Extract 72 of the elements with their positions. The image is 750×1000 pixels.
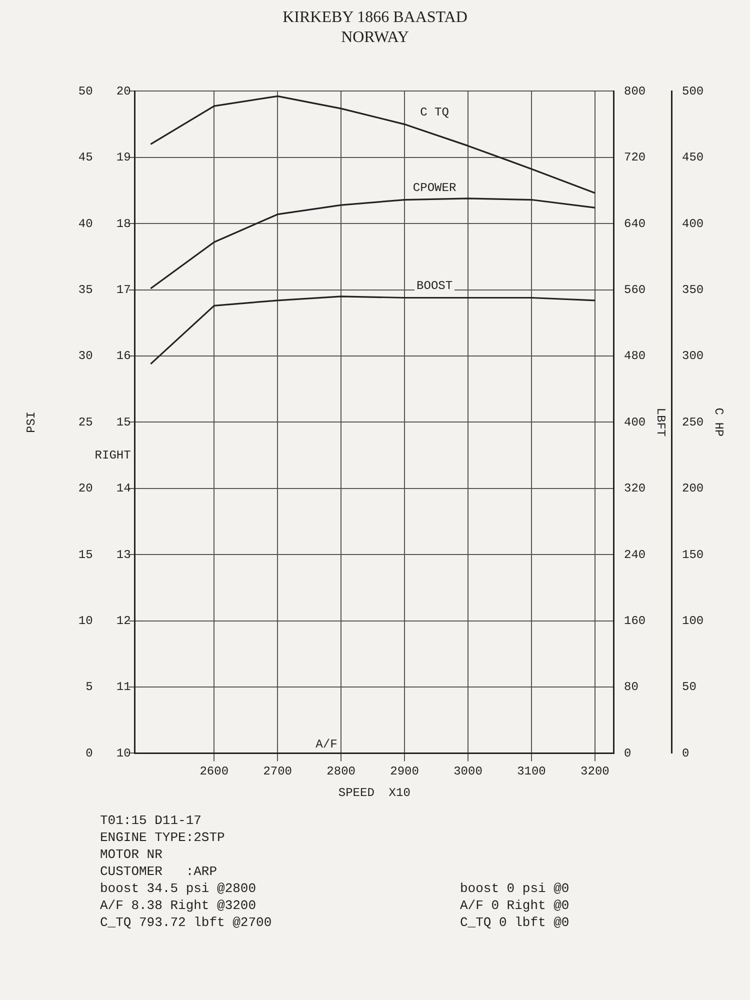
y2-tick-label: 160 [624,614,646,628]
y3-tick-label: 150 [682,548,704,562]
text: RIGHT [94,448,131,462]
text: boost 34.5 psi @2800 [100,881,256,896]
series-label: BOOST [416,278,453,293]
y2-tick-label: 240 [624,548,646,562]
x-tick-label: 2900 [390,764,419,779]
y-tick-label: 30 [78,349,93,364]
chart-title: KIRKEBY 1866 BAASTAD [282,8,468,28]
y3-tick-label: 0 [682,746,690,760]
y-tick-label: 35 [78,282,93,297]
y2-tick-label: 640 [624,216,646,231]
text: A/F 0 Right @0 [460,898,570,913]
text: C_TQ 793.72 lbft @2700 [100,915,272,930]
y3-tick-label: 500 [682,84,704,98]
y3-tick-label: 400 [682,216,704,231]
y3-tick-label: 100 [682,614,704,628]
x-tick-label: 3000 [454,764,482,779]
text: A/F 8.38 Right @3200 [100,898,256,913]
y-tick-label: 50 [78,84,93,98]
text: 18 [116,216,131,231]
y-tick-label: 25 [78,415,93,430]
series-label: CPOWER [412,180,456,195]
y3-tick-label: 50 [682,680,696,694]
y-tick-label: 40 [78,216,93,231]
y-tick-label: 15 [78,548,93,562]
y2-tick-label: 80 [624,680,638,694]
y3-tick-label: 350 [682,282,704,297]
y-axis-title: PSI [24,411,38,434]
text: T01:15 D11-17 [100,813,202,828]
text: 13 [116,548,131,562]
text: 15 [116,415,131,430]
text: 19 [116,150,131,165]
chart-subtitle: NORWAY [340,28,410,48]
y2-tick-label: 560 [624,282,646,297]
text: 17 [116,282,131,297]
x-tick-label: 2800 [326,764,356,779]
x-axis-title: SPEED X10 [338,786,410,800]
text: 10 [116,746,131,760]
x-tick-label: 2600 [200,764,229,779]
text: ENGINE TYPE:2STP [100,830,225,845]
y2-tick-label: 720 [624,150,646,165]
x-tick-label: 3200 [580,764,610,779]
text: 16 [116,349,131,364]
text: C_TQ 0 lbft @0 [460,915,570,930]
y2-tick-label: 400 [624,415,646,430]
series-label: C TQ [420,105,449,120]
x-tick-label: 2700 [263,764,292,779]
text: 11 [116,680,131,694]
annotation: A/F [316,737,338,752]
text: MOTOR NR [100,847,162,862]
text: 12 [116,614,131,628]
y3-axis-title: C HP [712,408,726,437]
text: 14 [116,482,131,496]
y2-tick-label: 0 [624,746,632,760]
y2-tick-label: 800 [624,84,646,98]
y-tick-label: 5 [86,680,93,694]
y2-tick-label: 480 [624,349,646,364]
text: CUSTOMER :ARP [100,864,218,879]
y-tick-label: 45 [78,150,93,165]
y-tick-label: 0 [86,746,93,760]
y2-axis-title: LBFT [654,408,668,437]
text: boost 0 psi @0 [460,881,570,896]
y-tick-label: 10 [78,614,93,628]
y3-tick-label: 300 [682,349,704,364]
y3-tick-label: 450 [682,150,704,165]
y-tick-label: 20 [78,482,93,496]
x-tick-label: 3100 [517,764,546,779]
y2-tick-label: 320 [624,482,646,496]
text: 20 [116,84,131,98]
y3-tick-label: 200 [682,482,704,496]
y3-tick-label: 250 [682,415,704,430]
